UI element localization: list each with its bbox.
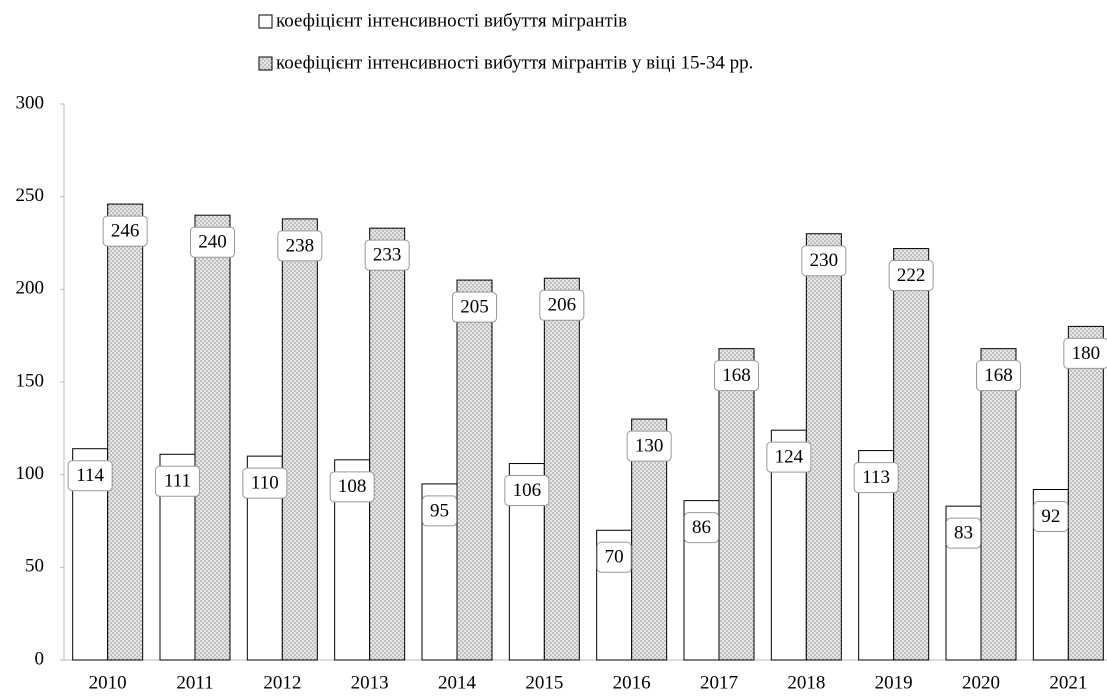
data-label-box [853,462,899,494]
bar [805,233,842,661]
data-label: 246 [111,220,140,241]
x-tick-label: 2013 [351,672,389,693]
data-label: 92 [1041,506,1060,527]
bar [369,227,406,661]
data-label: 83 [954,523,973,544]
data-label-box [766,441,812,473]
x-tick-label: 2010 [89,672,127,693]
bar [980,348,1017,661]
y-tick-label: 200 [16,278,45,299]
data-label: 222 [897,265,926,286]
data-label-box [1033,500,1069,532]
y-tick-label: 0 [35,648,45,669]
data-label: 168 [984,365,1013,386]
data-label: 70 [605,547,624,568]
legend-swatch [258,14,273,29]
data-label: 206 [548,295,577,316]
data-label: 124 [775,447,804,468]
data-label-box [684,512,719,544]
data-label: 240 [198,232,227,253]
data-label-box [504,475,550,507]
data-label-box [422,495,457,527]
data-label: 95 [430,500,449,521]
y-tick-label: 50 [25,556,44,577]
data-label: 168 [722,365,751,386]
data-label-box [1063,337,1107,369]
bar [281,218,318,661]
y-tick-label: 300 [16,92,45,113]
data-label-box [539,289,585,321]
data-label-box [888,260,934,292]
x-tick-label: 2015 [525,672,563,693]
data-label-box [155,465,200,497]
y-tick-label: 100 [16,463,45,484]
data-label: 106 [513,480,542,501]
data-label-box [190,226,235,258]
bar [456,279,493,661]
y-tick-label: 150 [16,370,45,391]
bar [107,203,144,661]
data-label-box [364,239,410,271]
data-label-box [102,215,148,247]
data-label-box [67,460,113,492]
data-label: 108 [338,476,367,497]
x-tick-label: 2021 [1049,672,1087,693]
bar [194,214,231,661]
data-label: 111 [164,471,191,492]
data-label-box [452,291,497,323]
x-tick-label: 2014 [438,672,477,693]
bar [893,248,930,661]
data-label-box [242,467,288,499]
data-label: 114 [76,465,104,486]
data-label-box [596,541,632,573]
x-tick-label: 2018 [787,672,825,693]
x-tick-label: 2019 [875,672,913,693]
data-label-box [277,230,323,262]
bar [1067,325,1104,661]
bar [543,277,580,661]
legend-label: коефіцієнт інтенсивності вибуття мігрант… [276,10,627,31]
data-label: 130 [635,435,664,456]
legend-label: коефіцієнт інтенсивності вибуття мігрант… [276,52,753,73]
x-tick-label: 2017 [700,672,738,693]
x-tick-label: 2016 [613,672,651,693]
x-tick-label: 2011 [176,672,213,693]
data-label: 113 [862,467,890,488]
data-label: 230 [810,250,839,271]
x-tick-label: 2020 [962,672,1000,693]
data-label: 205 [460,296,489,317]
data-label-box [976,360,1021,392]
data-label: 238 [286,235,315,256]
data-label-box [626,430,672,462]
data-label-box [946,517,981,549]
bar [718,348,755,661]
y-tick-label: 250 [16,185,45,206]
data-label-box [801,245,847,277]
data-label: 180 [1072,343,1101,364]
data-label: 86 [692,517,711,538]
data-label: 233 [373,245,402,266]
data-label: 110 [251,472,279,493]
data-label-box [714,360,759,392]
data-label-box [329,471,375,503]
legend-swatch [258,56,273,71]
x-tick-label: 2012 [263,672,301,693]
